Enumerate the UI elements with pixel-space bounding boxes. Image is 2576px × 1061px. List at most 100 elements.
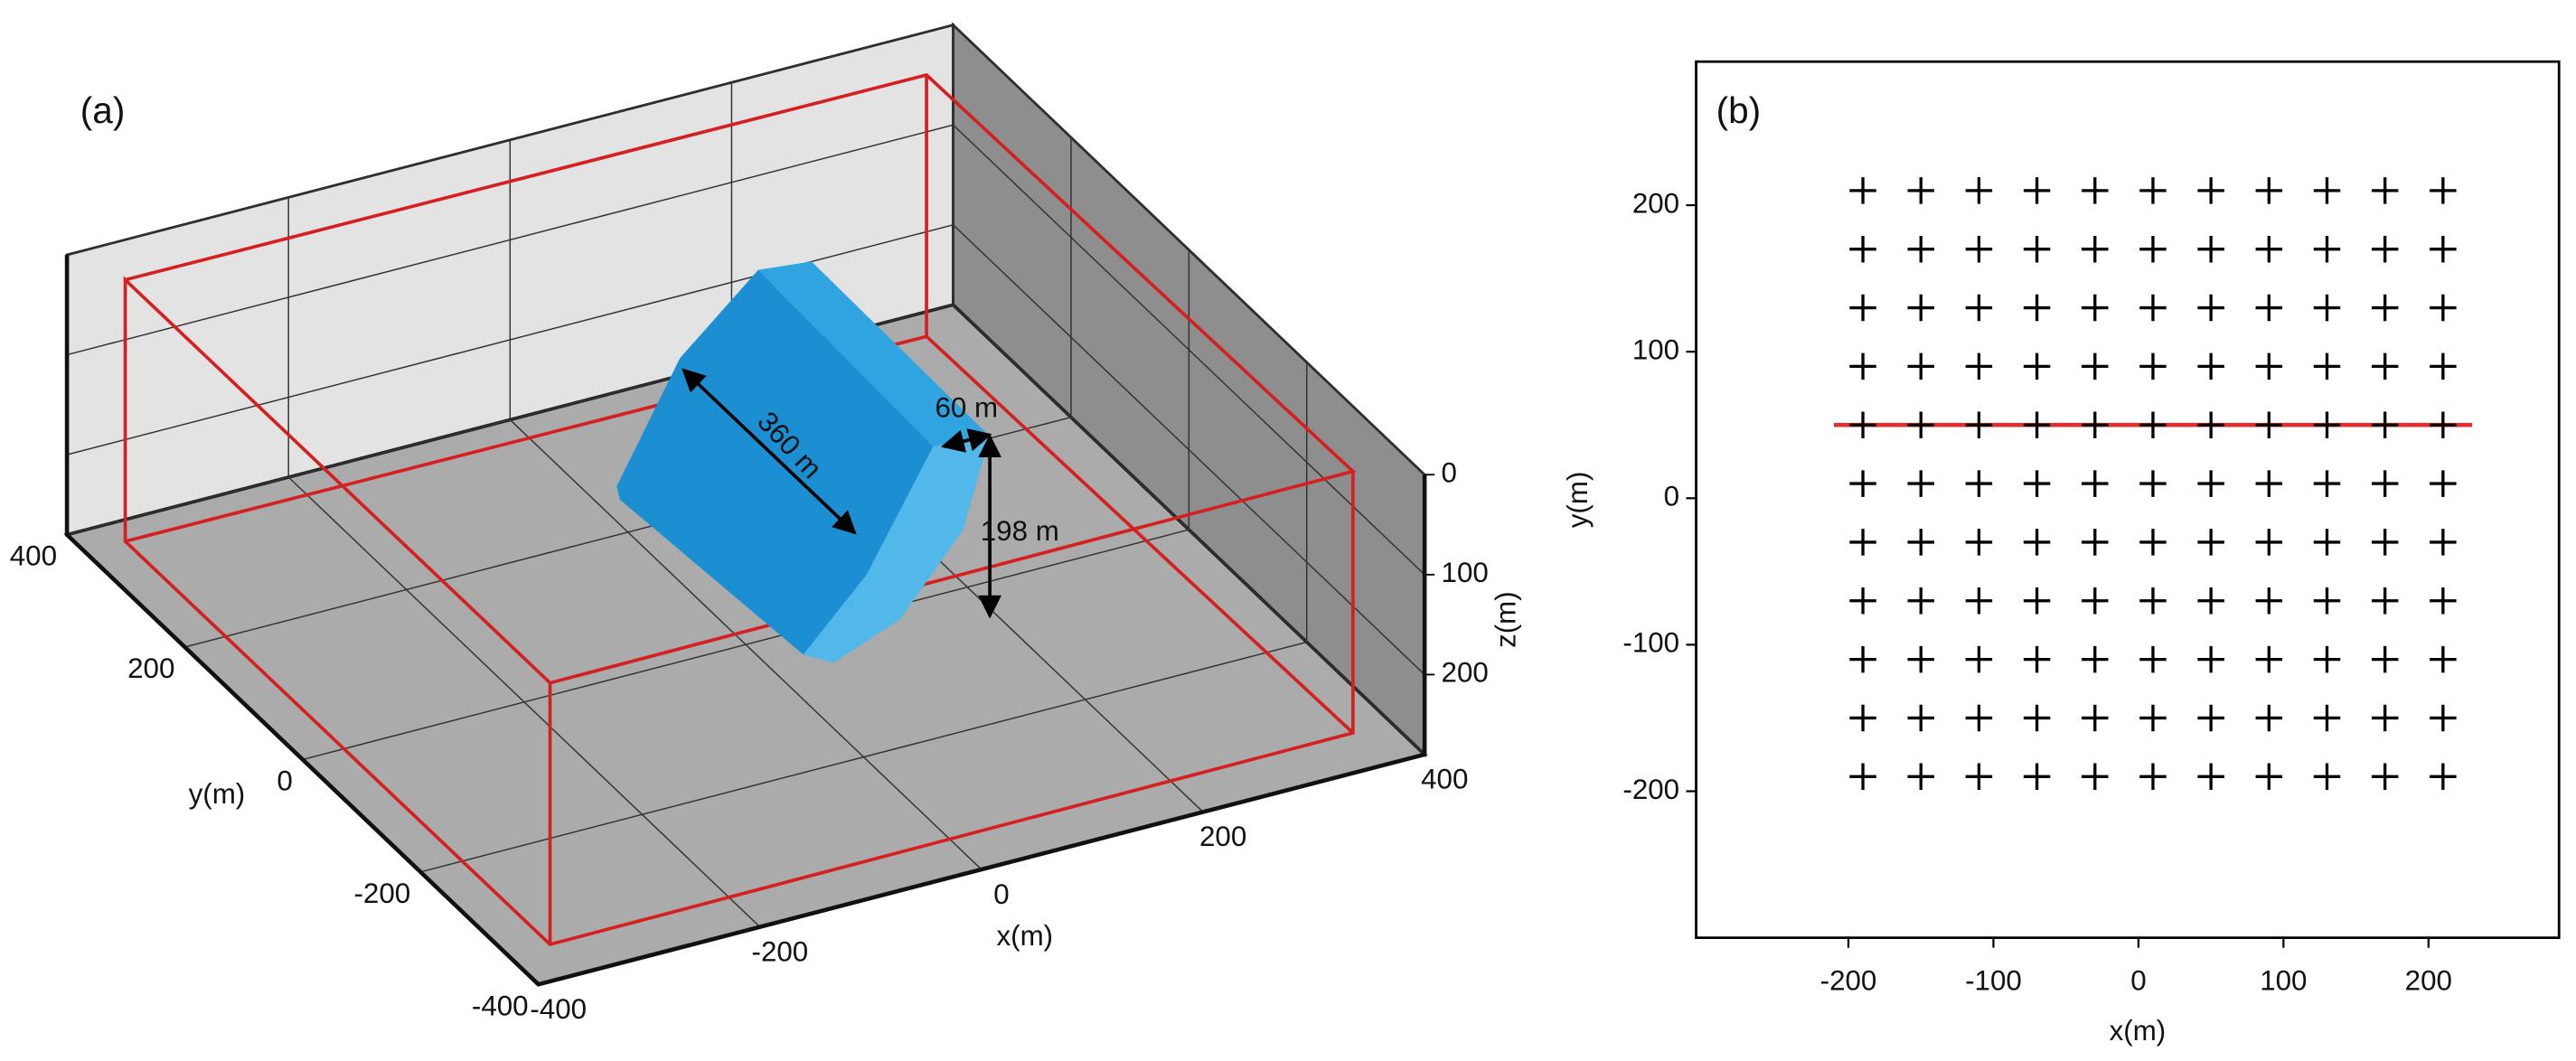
plus-marker: [2430, 235, 2457, 263]
plus-marker: [2313, 411, 2341, 438]
y-axis-label: y(m): [1562, 472, 1594, 529]
plus-marker: [1849, 235, 1876, 263]
plus-marker: [2139, 704, 2167, 732]
panel-label: (b): [1716, 89, 1762, 131]
plus-marker: [2255, 177, 2283, 204]
plus-marker: [2197, 352, 2224, 380]
plus-marker: [1849, 470, 1876, 497]
plus-marker: [1907, 763, 1934, 791]
plus-marker: [2023, 763, 2051, 791]
plus-marker: [2313, 763, 2341, 791]
grid-line: [953, 124, 1425, 576]
plus-marker: [2255, 235, 2283, 263]
plus-marker: [2371, 411, 2399, 438]
plus-marker: [1965, 294, 1993, 322]
plus-marker: [2023, 294, 2051, 322]
plus-marker: [2313, 645, 2341, 673]
plus-marker: [2082, 352, 2109, 380]
plus-marker: [2313, 704, 2341, 732]
plus-marker: [2023, 411, 2051, 438]
plot-frame: [1695, 60, 2561, 939]
z-tick-label: 200: [1442, 657, 1489, 689]
plus-marker: [1849, 294, 1876, 322]
plus-marker: [2197, 587, 2224, 615]
plus-marker: [2430, 294, 2457, 322]
plus-marker: [2023, 704, 2051, 732]
plus-marker: [1965, 529, 1993, 556]
plus-marker: [1907, 704, 1934, 732]
x-tick-label: -400: [530, 993, 587, 1025]
plus-marker: [1907, 529, 1934, 556]
plus-marker: [1965, 470, 1993, 497]
y-tick-label: 400: [10, 540, 57, 572]
panel-label: (a): [80, 89, 126, 131]
plus-marker: [2082, 529, 2109, 556]
plus-marker: [2255, 411, 2283, 438]
plus-marker: [2082, 470, 2109, 497]
y-tick-label: 200: [1632, 187, 1679, 219]
y-axis-label: y(m): [189, 778, 246, 810]
grid-line: [66, 124, 954, 356]
plus-marker: [2082, 177, 2109, 204]
plus-marker: [2313, 587, 2341, 615]
plus-marker: [1907, 294, 1934, 322]
y-tick-label: 200: [127, 653, 174, 684]
plus-marker: [2313, 177, 2341, 204]
inner-box: [123, 72, 1357, 947]
plus-marker: [2255, 529, 2283, 556]
plus-marker: [2430, 587, 2457, 615]
plus-marker: [2313, 235, 2341, 263]
z-tick-label: 0: [1442, 457, 1457, 489]
plus-marker: [2139, 470, 2167, 497]
plus-marker: [2371, 470, 2399, 497]
x-tick-label: -200: [752, 935, 809, 967]
plus-marker: [1965, 177, 1993, 204]
y-tick-label: -200: [353, 878, 410, 909]
plus-marker: [2430, 529, 2457, 556]
plus-marker: [2255, 470, 2283, 497]
plus-marker: [1907, 235, 1934, 263]
panel-a-overlay: 360 m 60 m 198 m (a) x(m) y(m) z(m): [80, 72, 1522, 952]
plus-marker: [1907, 177, 1934, 204]
grid-line: [66, 23, 954, 256]
annotation: 60 m: [935, 392, 998, 424]
plus-marker: [2023, 470, 2051, 497]
plus-marker: [2139, 645, 2167, 673]
x-tick-label: 0: [993, 878, 1009, 910]
y-tick-label: 0: [277, 765, 292, 796]
y-tick-label: -100: [1622, 627, 1679, 659]
x-tick-label: 100: [2260, 965, 2307, 997]
plus-marker: [2255, 352, 2283, 380]
plus-marker: [2082, 645, 2109, 673]
plus-marker: [2023, 352, 2051, 380]
plus-marker: [1849, 763, 1876, 791]
plus-marker: [2139, 763, 2167, 791]
z-tick-label: 100: [1442, 557, 1489, 588]
plus-marker: [2255, 294, 2283, 322]
plus-marker: [2430, 704, 2457, 732]
plus-marker: [1849, 587, 1876, 615]
plus-marker: [2023, 177, 2051, 204]
plus-marker: [1907, 470, 1934, 497]
plus-marker: [2082, 704, 2109, 732]
plus-marker: [1849, 411, 1876, 438]
dim-arrow: [682, 368, 857, 535]
plus-marker: [2023, 235, 2051, 263]
plus-marker: [2197, 470, 2224, 497]
plus-marker: [2139, 177, 2167, 204]
plus-marker: [2371, 177, 2399, 204]
panel-b: (b) x(m) y(m) -200 -100 0 100 200 -200 -100 0 10…: [1562, 60, 2561, 1047]
plus-marker: [2255, 704, 2283, 732]
plus-marker: [2197, 529, 2224, 556]
plus-marker: [1907, 411, 1934, 438]
annotation: 198 m: [981, 515, 1059, 547]
grid-line: [420, 641, 1307, 873]
x-tick-label: 200: [1199, 821, 1246, 852]
plus-marker: [2197, 763, 2224, 791]
plus-marker: [2255, 763, 2283, 791]
plus-marker: [2023, 587, 2051, 615]
plus-marker: [2430, 177, 2457, 204]
z-axis-label: z(m): [1490, 591, 1522, 648]
plus-marker: [1907, 587, 1934, 615]
plus-marker: [2082, 235, 2109, 263]
